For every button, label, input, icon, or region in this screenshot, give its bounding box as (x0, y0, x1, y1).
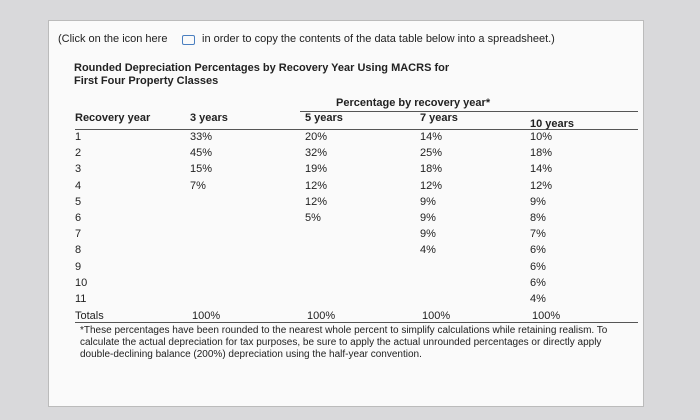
table-cell: 14% (420, 131, 443, 143)
table-cell: 12% (420, 179, 443, 192)
table-cell: 4% (530, 293, 546, 305)
table-cell: 3 (75, 163, 82, 176)
table-cell: 5 (75, 195, 82, 208)
table-cell: 9% (420, 228, 436, 241)
rule (75, 322, 638, 323)
column-header: 10 years (530, 118, 575, 130)
rule (300, 111, 638, 112)
column-header: 5 years (305, 112, 343, 124)
table-cell: 5% (305, 212, 321, 224)
table-cell: 32% (305, 147, 328, 160)
table-cell: 18% (530, 147, 553, 160)
table-cell: 8 (75, 244, 82, 257)
column-header: Recovery year (75, 112, 151, 124)
table-cell: 14% (530, 163, 553, 176)
table-cell: 9% (530, 195, 546, 208)
copy-icon[interactable] (182, 35, 195, 45)
table-cell: 2 (75, 147, 82, 160)
table-cell: 9 (75, 260, 82, 273)
table-cell: 7% (530, 228, 546, 241)
table-cell: 9% (420, 195, 436, 208)
table-cell: 7 (75, 228, 82, 241)
table-cell: 12% (305, 195, 328, 208)
footnote: *These percentages have been rounded to … (80, 325, 608, 360)
table-cell: 7% (190, 179, 206, 192)
table-cell: 25% (420, 147, 443, 160)
intro-text: in order to copy the contents of the dat… (202, 33, 555, 45)
table-cell: 12% (530, 179, 553, 192)
totals-cell: 100% (422, 310, 451, 322)
table-cell: 8% (530, 212, 546, 224)
group-header: Percentage by recovery year* (336, 97, 491, 109)
table-cell: 19% (305, 163, 328, 176)
column-header: 7 years (420, 112, 458, 124)
column-header: 3 years (190, 112, 228, 124)
table-cell: 18% (420, 163, 443, 176)
table-cell: 6% (530, 260, 546, 273)
table-cell: 6% (530, 244, 546, 257)
table-cell: 45% (190, 147, 213, 160)
table-cell: 15% (190, 163, 213, 176)
table-cell: 6 (75, 212, 82, 224)
table-cell: 11 (75, 293, 87, 305)
table-cell: 4% (420, 244, 436, 257)
table-cell: 6% (530, 276, 546, 289)
totals-cell: 100% (192, 310, 221, 322)
totals-cell: 100% (307, 310, 336, 322)
table-title: Rounded Depreciation Percentages by Reco… (74, 62, 450, 74)
table-cell: 10 (75, 276, 88, 289)
table-cell: 12% (305, 179, 328, 192)
rule (75, 129, 638, 130)
table-cell: 33% (190, 131, 213, 143)
totals-cell: 100% (532, 310, 561, 322)
intro-text: (Click on the icon here (58, 33, 168, 45)
panel (48, 20, 644, 407)
table-cell: 20% (305, 131, 328, 143)
table-cell: 9% (420, 212, 436, 224)
table-cell: 1 (75, 131, 82, 143)
table-cell: 4 (75, 179, 82, 192)
totals-cell: Totals (75, 310, 104, 322)
table-title: First Four Property Classes (74, 75, 219, 87)
table-cell: 10% (530, 131, 553, 143)
